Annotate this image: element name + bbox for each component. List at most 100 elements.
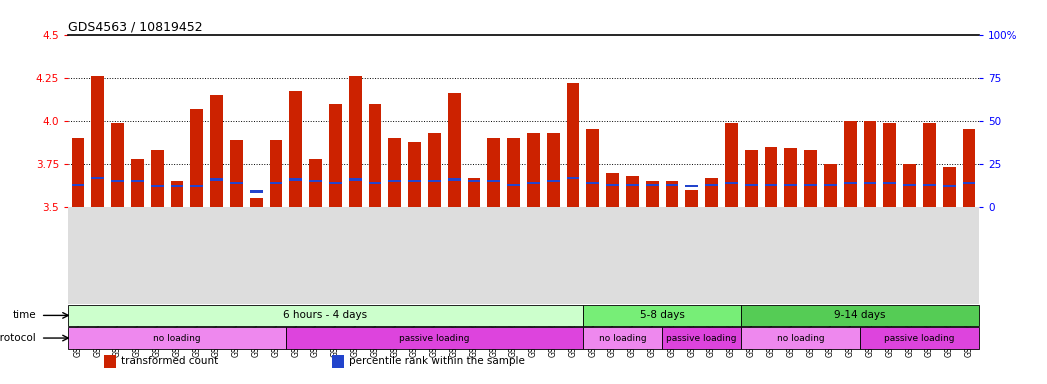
Bar [151,150,163,207]
Text: passive loading: passive loading [667,334,737,343]
Bar [131,159,143,207]
Bar [686,190,698,207]
Bar [884,122,896,207]
Bar [527,133,540,207]
Bar [744,184,758,186]
Bar [91,76,105,207]
Text: protocol: protocol [0,333,37,343]
Bar [250,199,263,207]
Bar [68,305,583,326]
Bar [784,148,797,207]
Bar [332,355,344,368]
Bar [408,180,421,182]
Bar [487,180,500,182]
Bar [904,184,916,186]
Text: no loading: no loading [777,334,825,343]
Bar [329,182,341,184]
Bar [171,185,183,187]
Bar [329,104,341,207]
Bar [804,184,817,186]
Bar [784,184,797,186]
Bar [725,182,738,184]
Bar [286,327,583,349]
Bar [844,121,856,207]
Bar [448,93,461,207]
Bar [923,122,936,207]
Bar [626,184,639,186]
Bar [864,121,876,207]
Bar [309,180,322,182]
Bar [487,138,500,207]
Bar [230,182,243,184]
Bar [230,140,243,207]
Bar [844,182,856,184]
Bar [131,180,143,182]
Text: 5-8 days: 5-8 days [640,310,685,320]
Bar [586,129,599,207]
Bar [662,327,741,349]
Bar [448,178,461,180]
Bar [210,95,223,207]
Bar [942,167,956,207]
Bar [942,185,956,187]
Text: passive loading: passive loading [885,334,955,343]
Text: percentile rank within the sample: percentile rank within the sample [349,356,525,366]
Bar [349,76,361,207]
Text: GDS4563 / 10819452: GDS4563 / 10819452 [68,20,203,33]
Bar [388,138,401,207]
Bar [468,178,481,207]
Bar [507,138,520,207]
Bar [566,177,579,179]
Text: passive loading: passive loading [399,334,470,343]
Bar [289,91,303,207]
Bar [468,180,481,182]
Bar [191,109,203,207]
Bar [646,184,659,186]
Bar [349,178,361,180]
Bar [171,181,183,207]
Bar [861,327,979,349]
Bar [71,138,85,207]
Bar [428,133,441,207]
Bar [764,147,778,207]
Bar [91,177,105,179]
Bar [68,327,286,349]
Text: time: time [13,310,37,320]
Bar [151,185,163,187]
Text: 9-14 days: 9-14 days [834,310,886,320]
Bar [666,181,678,207]
Text: transformed count: transformed count [120,356,218,366]
Bar [369,104,381,207]
Bar [923,184,936,186]
Bar [706,184,718,186]
Bar [269,182,283,184]
Bar [566,83,579,207]
Bar [583,305,741,326]
Bar [864,182,876,184]
Bar [962,129,976,207]
Bar [269,140,283,207]
Text: no loading: no loading [153,334,201,343]
Bar [289,178,303,180]
Text: 6 hours - 4 days: 6 hours - 4 days [284,310,367,320]
Bar [191,185,203,187]
Bar [71,184,85,186]
Bar [824,164,837,207]
Bar [547,133,560,207]
Bar [309,159,322,207]
Bar [527,182,540,184]
Bar [369,182,381,184]
Bar [904,164,916,207]
Bar [586,182,599,184]
Bar [111,122,124,207]
Bar [105,355,116,368]
Bar [547,180,560,182]
Bar [626,176,639,207]
Bar [824,184,837,186]
Bar [741,327,861,349]
Bar [428,180,441,182]
Text: no loading: no loading [599,334,646,343]
Bar [583,327,662,349]
Bar [606,184,619,186]
Bar [111,180,124,182]
